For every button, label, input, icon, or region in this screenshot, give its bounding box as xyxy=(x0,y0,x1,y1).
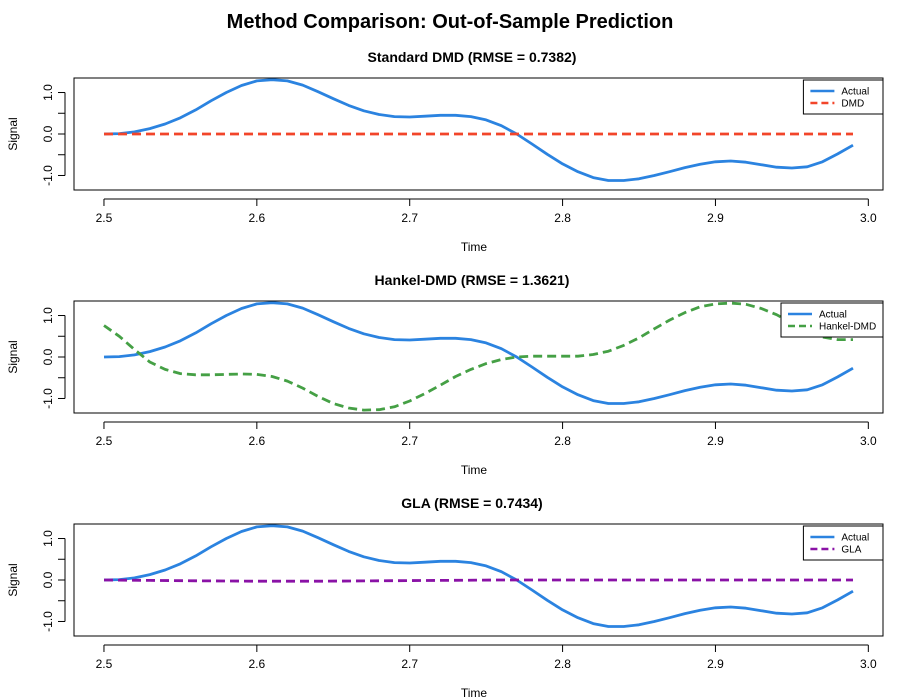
y-tick-label: 1.0 xyxy=(41,530,55,547)
legend-label: Hankel-DMD xyxy=(819,322,876,333)
legend-label: GLA xyxy=(841,545,861,556)
x-tick-label: 2.9 xyxy=(707,211,724,225)
series-line-hankel-dmd xyxy=(103,301,853,412)
y-tick-label: 1.0 xyxy=(41,307,55,324)
x-tick-label: 2.7 xyxy=(401,211,418,225)
x-tick-label: 2.8 xyxy=(554,657,571,671)
x-tick-label: 2.9 xyxy=(707,434,724,448)
y-tick-label: -1.0 xyxy=(41,611,55,632)
x-tick-label: 2.8 xyxy=(554,434,571,448)
series-line-actual xyxy=(103,301,854,405)
series-line-actual xyxy=(103,524,854,628)
y-axis-label: Signal xyxy=(6,563,20,596)
x-tick-label: 2.5 xyxy=(96,657,113,671)
panel-title: Standard DMD (RMSE = 0.7382) xyxy=(368,49,577,65)
x-tick-label: 2.8 xyxy=(554,211,571,225)
x-tick-label: 3.0 xyxy=(860,434,877,448)
plot-frame xyxy=(73,300,884,414)
legend-box xyxy=(802,525,884,561)
panel-title: Hankel-DMD (RMSE = 1.3621) xyxy=(375,272,570,288)
y-tick-label: 0.0 xyxy=(41,571,55,588)
y-tick-label: 1.0 xyxy=(41,84,55,101)
x-tick-label: 2.7 xyxy=(401,657,418,671)
figure-title: Method Comparison: Out-of-Sample Predict… xyxy=(227,11,674,33)
series-line-gla xyxy=(103,578,853,583)
x-axis-label: Time xyxy=(461,463,488,477)
x-tick-label: 2.6 xyxy=(248,434,265,448)
plot-frame xyxy=(73,77,884,191)
y-tick-label: -1.0 xyxy=(41,165,55,186)
x-tick-label: 2.5 xyxy=(96,434,113,448)
y-tick-label: 0.0 xyxy=(41,125,55,142)
chart-panel-2: Hankel-DMD (RMSE = 1.3621) 2.5 2.6 2.7 2.8 2.… xyxy=(6,272,884,477)
series-line-actual xyxy=(103,78,854,182)
legend-label: DMD xyxy=(841,99,864,110)
y-tick-label: -1.0 xyxy=(41,388,55,409)
chart-panel-1: Standard DMD (RMSE = 0.7382) 2.5 2.6 2.7 2.8… xyxy=(6,49,884,254)
plot-frame xyxy=(73,523,884,637)
x-axis-label: Time xyxy=(461,240,488,254)
x-tick-label: 3.0 xyxy=(860,211,877,225)
legend-label: Actual xyxy=(841,533,869,544)
panels: Standard DMD (RMSE = 0.7382) 2.5 2.6 2.7 2.8… xyxy=(6,49,884,700)
legend-box xyxy=(802,79,884,115)
legend-box xyxy=(780,302,884,338)
x-tick-label: 2.7 xyxy=(401,434,418,448)
chart-panel-3: GLA (RMSE = 0.7434) 2.5 2.6 2.7 2.8 2.9 3.0 -1.… xyxy=(6,495,884,700)
x-axis-label: Time xyxy=(461,686,488,700)
x-tick-label: 2.6 xyxy=(248,657,265,671)
y-tick-label: 0.0 xyxy=(41,348,55,365)
x-tick-label: 2.5 xyxy=(96,211,113,225)
x-tick-label: 2.6 xyxy=(248,211,265,225)
legend-label: Actual xyxy=(841,87,869,98)
y-axis-label: Signal xyxy=(6,117,20,150)
legend-label: Actual xyxy=(819,310,847,321)
panel-title: GLA (RMSE = 0.7434) xyxy=(401,495,542,511)
x-tick-label: 2.9 xyxy=(707,657,724,671)
y-axis-label: Signal xyxy=(6,340,20,373)
x-tick-label: 3.0 xyxy=(860,657,877,671)
